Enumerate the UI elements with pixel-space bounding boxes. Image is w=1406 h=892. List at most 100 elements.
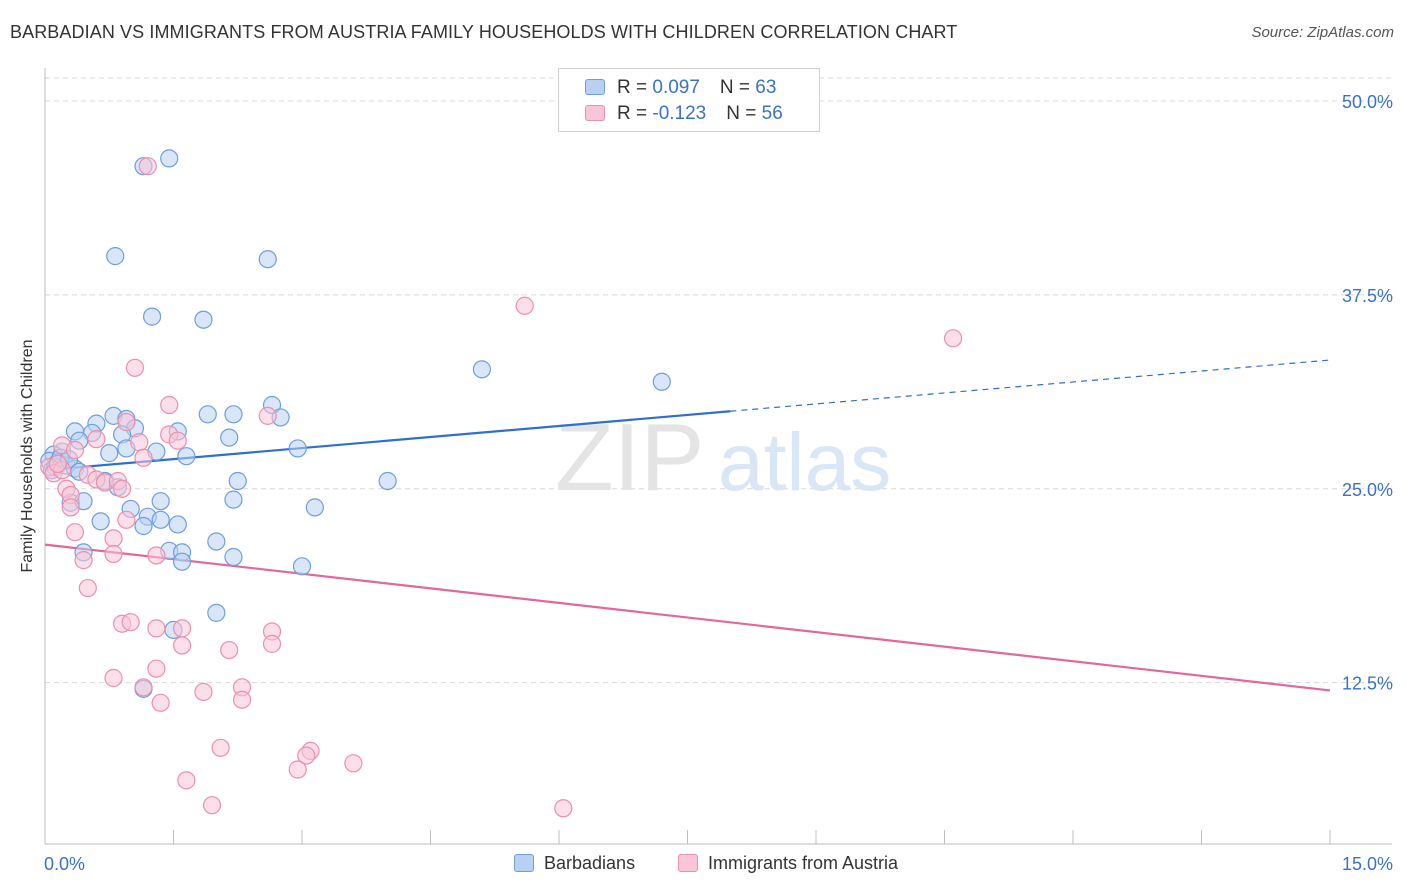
data-point	[177, 447, 196, 466]
data-point	[228, 471, 247, 491]
legend-swatch-pink	[585, 105, 605, 121]
y-tick-label: 25.0%	[1342, 480, 1393, 500]
data-point	[288, 439, 307, 458]
source-credit: Source: ZipAtlas.com	[1251, 24, 1394, 41]
data-point	[198, 405, 217, 424]
data-point	[87, 430, 106, 449]
bottom-legend-label: Immigrants from Austria	[708, 853, 899, 873]
data-point	[151, 693, 170, 712]
watermark-atlas: atlas	[718, 417, 891, 508]
data-point	[344, 754, 363, 773]
r-label: R =	[617, 103, 653, 124]
legend-text: R = -0.123 N = 56	[617, 103, 783, 125]
data-point	[652, 372, 671, 391]
data-point	[378, 471, 397, 491]
watermark: ZIP atlas	[555, 404, 891, 511]
data-point	[554, 799, 573, 818]
data-point	[121, 613, 140, 632]
data-point	[147, 659, 166, 678]
data-point	[130, 433, 149, 452]
n-label: N =	[726, 103, 762, 124]
data-point	[224, 490, 243, 509]
trend-line-immigrants	[44, 543, 1331, 692]
data-point	[202, 796, 222, 815]
stats-legend: R = 0.097 N = 63 R = -0.123 N = 56	[558, 68, 820, 132]
data-point	[168, 431, 187, 450]
data-point	[224, 547, 243, 567]
data-point	[207, 603, 226, 622]
data-point	[117, 510, 136, 529]
data-point	[61, 498, 80, 517]
data-point	[138, 157, 157, 176]
data-point	[172, 552, 192, 571]
data-point	[147, 619, 166, 638]
data-point	[91, 512, 110, 531]
data-point	[151, 510, 170, 529]
data-point	[104, 668, 123, 688]
y-tick-label: 12.5%	[1342, 674, 1393, 694]
x-tick-label: 15.0%	[1342, 854, 1393, 874]
data-point	[232, 690, 252, 709]
data-point	[104, 529, 123, 548]
data-point	[134, 678, 153, 697]
n-value: 56	[761, 103, 783, 124]
data-point	[160, 149, 179, 168]
r-value: 0.097	[652, 77, 700, 98]
data-point	[220, 428, 239, 447]
data-point	[104, 544, 123, 564]
data-point	[125, 358, 145, 377]
bottom-legend-swatch-blue	[514, 854, 534, 872]
y-axis-label: Family Households with Children	[19, 339, 36, 573]
axes	[44, 68, 1392, 845]
data-point	[220, 640, 239, 660]
data-point	[172, 636, 192, 655]
data-point	[78, 578, 97, 598]
x-tick-label: 0.0%	[44, 854, 85, 874]
data-point	[168, 515, 187, 534]
chart-title: BARBADIAN VS IMMIGRANTS FROM AUSTRIA FAM…	[10, 22, 958, 42]
data-point	[194, 682, 213, 702]
n-label: N =	[719, 77, 756, 98]
data-point	[65, 440, 85, 460]
data-point	[48, 454, 67, 474]
trend-line-barbadians-extension	[730, 359, 1331, 412]
data-point	[147, 546, 166, 565]
data-point	[160, 395, 179, 415]
data-point	[292, 557, 312, 576]
trend-lines	[44, 359, 1331, 692]
data-point	[142, 307, 162, 326]
data-point	[177, 771, 196, 790]
legend-text: R = 0.097 N = 63	[617, 77, 776, 99]
data-point	[65, 523, 85, 542]
y-tick-label: 50.0%	[1342, 92, 1393, 112]
series-immigrants-from-austria	[40, 157, 963, 818]
data-point	[305, 498, 324, 517]
data-point	[288, 760, 307, 779]
tick-labels: 12.5% 25.0% 37.5% 50.0% 0.0% 15.0%	[44, 92, 1393, 874]
data-point	[134, 448, 153, 467]
grid-lines	[45, 77, 1392, 684]
data-point	[258, 250, 277, 269]
r-value: -0.123	[652, 103, 707, 124]
n-value: 63	[755, 77, 777, 98]
data-point	[74, 551, 93, 570]
watermark-zip: ZIP	[555, 404, 704, 511]
y-tick-label: 37.5%	[1342, 286, 1393, 306]
data-point	[472, 360, 491, 379]
data-point	[943, 329, 963, 348]
data-point	[106, 247, 125, 266]
data-point	[100, 444, 119, 463]
data-point	[117, 412, 136, 432]
data-point	[194, 310, 213, 329]
trend-line-barbadians	[44, 410, 731, 472]
data-point	[258, 406, 277, 425]
data-point	[172, 619, 192, 638]
bottom-legend-swatch-pink	[678, 854, 698, 872]
data-point	[151, 492, 170, 511]
legend-swatch-blue	[585, 79, 605, 95]
data-point	[112, 479, 132, 498]
data-point	[297, 746, 316, 765]
data-point	[262, 634, 282, 653]
bottom-legend-label: Barbadians	[544, 853, 636, 873]
